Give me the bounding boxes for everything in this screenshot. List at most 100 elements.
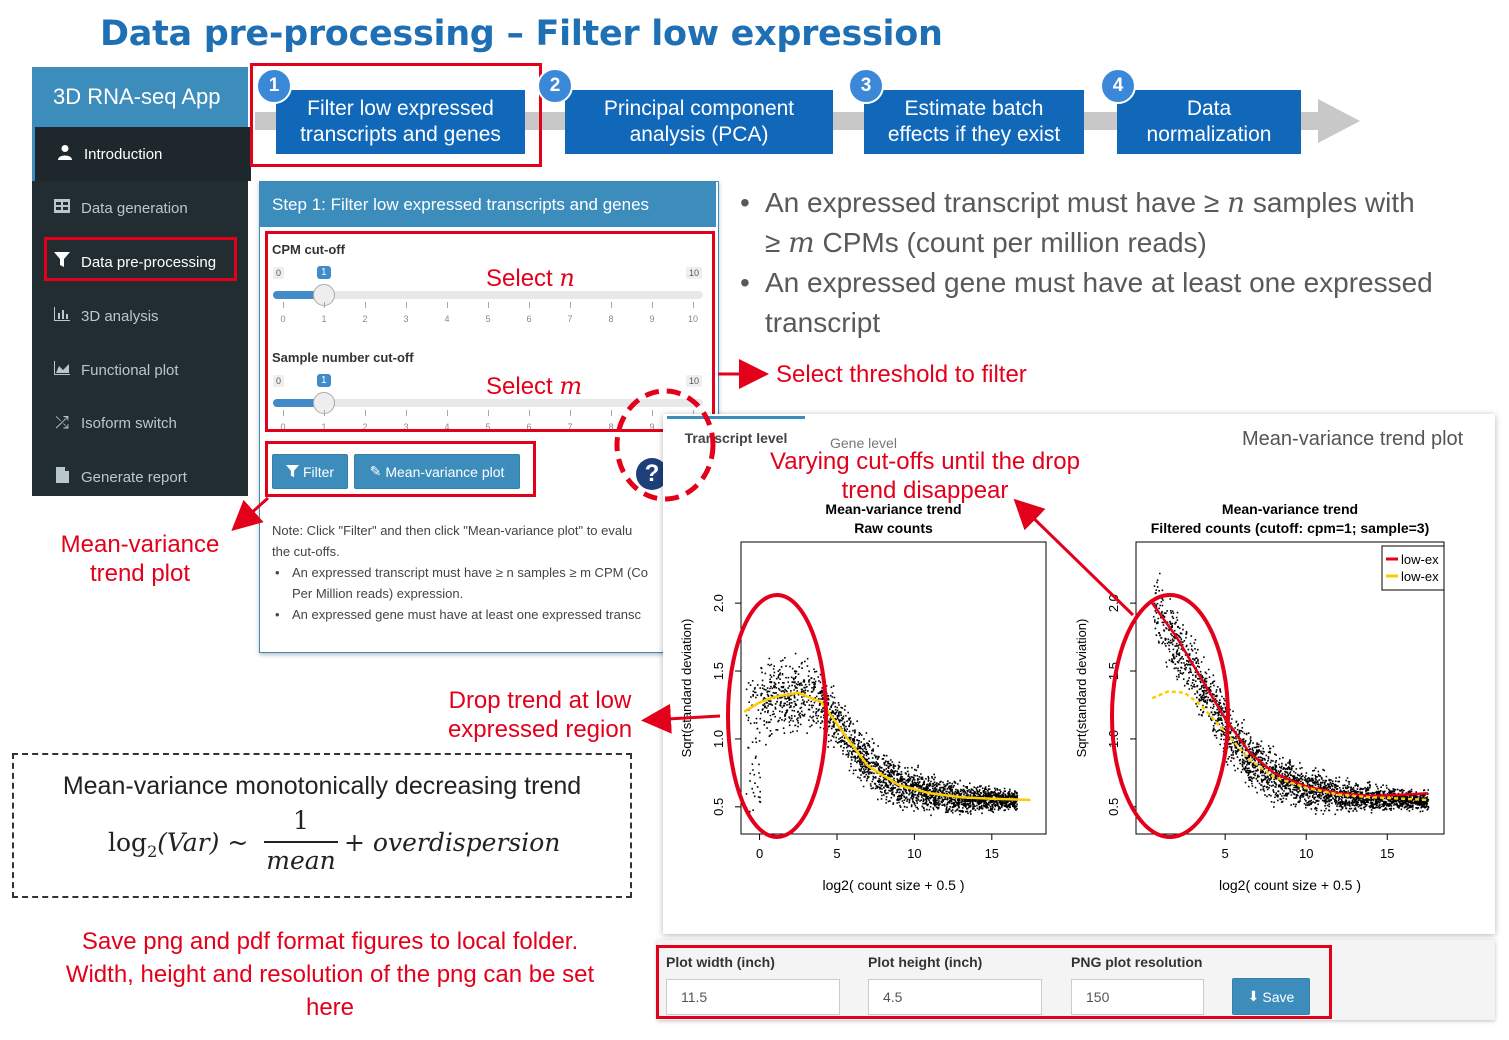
save-button[interactable]: ⬇ Save <box>1232 978 1310 1015</box>
slider-max-tag: 10 <box>686 267 703 279</box>
plot-panel-title: Mean-variance trend plot <box>1242 428 1464 450</box>
slider-tick <box>488 302 489 308</box>
filter-icon <box>285 465 299 478</box>
sidebar-item-label: Generate report <box>81 468 187 486</box>
x-axis-label: log2( count size + 0.5 ) <box>1219 877 1361 893</box>
note-text: Per Million reads) expression. <box>292 586 464 601</box>
select-m-annotation: Select m <box>486 372 582 401</box>
user-icon <box>55 144 75 164</box>
plot-height-input[interactable]: 4.5 <box>868 979 1042 1015</box>
step-line: Principal component <box>603 97 795 120</box>
step-1-filter[interactable]: Filter low expressed transcripts and gene… <box>276 90 525 154</box>
sample-slider-fill <box>273 399 325 407</box>
plot-width-input[interactable]: 11.5 <box>666 979 840 1015</box>
y-tick-label: 2.0 <box>711 594 726 612</box>
button-label: Save <box>1262 988 1295 1005</box>
tab-gene-level[interactable]: Gene level <box>830 435 897 451</box>
slider-tick <box>283 410 284 416</box>
sidebar-item-introduction[interactable]: Introduction <box>32 127 251 181</box>
note-bullet: • An expressed transcript must have ≥ n s… <box>275 565 649 580</box>
app-title[interactable]: 3D RNA-seq App <box>32 67 248 127</box>
sidebar-item-isoform-switch[interactable]: ⤮ Isoform switch <box>32 396 248 450</box>
y-tick-label: 1.5 <box>1106 662 1121 680</box>
sidebar-item-data-generation[interactable]: Data generation <box>32 181 248 235</box>
mean-variance-plot-button[interactable]: ✎ Mean-variance plot <box>354 454 520 489</box>
x-tick-label: 5 <box>1222 846 1229 861</box>
bullet-text: samples with <box>1245 187 1415 218</box>
scatter-points <box>1152 572 1430 816</box>
step-number-badge: 4 <box>1100 68 1136 104</box>
highlight-box <box>656 945 1332 1019</box>
slider-tick-label: 0 <box>280 314 286 324</box>
y-tick-label: 2.0 <box>1106 594 1121 612</box>
highlight-box <box>265 231 715 432</box>
slider-tick <box>570 302 571 308</box>
highlight-box <box>250 63 542 167</box>
step-2-pca[interactable]: Principal component analysis (PCA) <box>565 90 833 154</box>
slider-tick <box>324 302 325 308</box>
slider-tick-label: 10 <box>687 314 698 324</box>
sidebar-item-label: 3D analysis <box>81 307 159 325</box>
slide-title: Data pre-processing – Filter low express… <box>100 14 943 54</box>
sidebar-item-functional-plot[interactable]: Functional plot <box>32 343 248 397</box>
arrow-head-icon <box>1318 99 1360 143</box>
panel-header: Step 1: Filter low expressed transcripts… <box>260 182 716 227</box>
slider-tick-label: 2 <box>362 314 368 324</box>
step-number-badge: 2 <box>537 68 573 104</box>
formula-expression: log2(Var) ~ 1 mean + overdispersion <box>108 806 588 876</box>
sidebar-item-label: Isoform switch <box>81 414 177 432</box>
filter-button[interactable]: Filter <box>272 454 348 489</box>
sidebar-item-data-preprocessing[interactable]: Data pre-processing <box>32 235 248 289</box>
slider-tick <box>611 410 612 416</box>
bullet-text: An expressed gene must have at least one… <box>765 267 1433 298</box>
annotation-text: Mean-variance <box>60 531 220 558</box>
slider-tick-label: 5 <box>485 422 491 432</box>
x-tick-label: 10 <box>1299 846 1313 861</box>
annotation-text: Drop trend at low <box>448 687 632 714</box>
legend-box <box>1381 545 1445 591</box>
bar-chart-icon <box>52 307 72 325</box>
annotation-text: Select <box>486 265 560 292</box>
slider-tick <box>693 302 694 308</box>
slider-tick-label: 2 <box>362 422 368 432</box>
slider-min-tag: 0 <box>273 267 285 279</box>
step-line: transcripts and genes <box>300 123 501 146</box>
bullet-list: An expressed transcript must have ≥ n sa… <box>740 183 1500 343</box>
sidebar-item-label: Data generation <box>81 199 188 217</box>
annotation-text: Save png and pdf format figures to local… <box>81 928 579 955</box>
formula-heading: Mean-variance monotonically decreasing t… <box>62 772 582 800</box>
chart-title: Mean-variance trend <box>825 501 961 517</box>
bullet-text: ≥ <box>765 227 789 258</box>
sidebar-item-label: Functional plot <box>81 361 179 379</box>
slider-tick-label: 1 <box>321 314 327 324</box>
sidebar-item-generate-report[interactable]: Generate report <box>32 450 248 504</box>
step-line: Data <box>1186 97 1232 120</box>
png-resolution-label: PNG plot resolution <box>1071 954 1203 970</box>
sidebar-item-label: Introduction <box>84 145 163 163</box>
slider-tick <box>324 410 325 416</box>
png-resolution-input[interactable]: 150 <box>1071 979 1204 1015</box>
step-4-normalization[interactable]: Data normalization <box>1117 90 1301 154</box>
sample-slider-track[interactable] <box>273 399 703 407</box>
formula-text: (Var) ~ <box>157 828 249 857</box>
legend-label: low-ex <box>1401 569 1439 584</box>
formula-box <box>12 753 632 898</box>
note-bullet: • An expressed gene must have at least on… <box>275 607 642 622</box>
slider-value-tag: 1 <box>317 266 331 279</box>
step-number-badge: 3 <box>848 68 884 104</box>
filter-icon <box>52 252 72 272</box>
button-label: Filter <box>302 463 335 480</box>
slider-tick-label: 8 <box>608 314 614 324</box>
note-text: the cut-offs. <box>272 544 340 559</box>
formula-text: 2 <box>147 842 158 861</box>
panel-note: Note: Click "Filter" and then click "Mea… <box>272 520 664 625</box>
sidebar-item-3d-analysis[interactable]: 3D analysis <box>32 289 248 343</box>
annotation-text: trend disappear <box>841 477 1009 504</box>
step-3-batch[interactable]: Estimate batch effects if they exist <box>864 90 1084 154</box>
cpm-slider-track[interactable] <box>273 291 703 299</box>
slider-tick <box>570 410 571 416</box>
plot-height-label: Plot height (inch) <box>868 954 983 970</box>
y-axis-label: Sqrt(standard deviation) <box>1074 619 1089 758</box>
slider-tick-label: 9 <box>649 314 655 324</box>
x-tick-label: 15 <box>985 846 999 861</box>
